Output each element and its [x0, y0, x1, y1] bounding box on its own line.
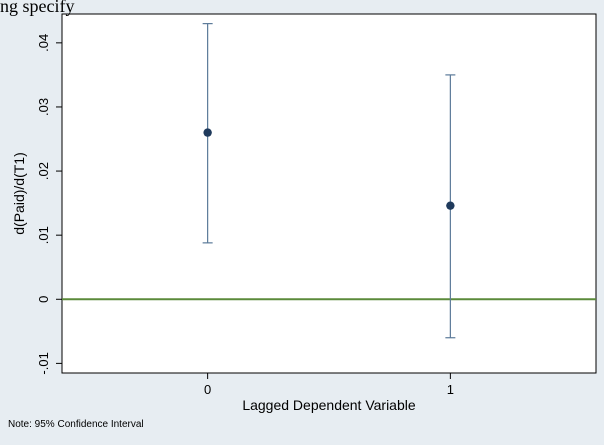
- y-tick-label-1: 0: [36, 296, 51, 303]
- cropped-caption-text: ng specify: [0, 0, 75, 16]
- plot-area: [61, 13, 597, 374]
- y-tick-label-0: -.01: [36, 352, 51, 374]
- point-estimate-1: [446, 201, 455, 210]
- chart-note: Note: 95% Confidence Interval: [8, 419, 144, 430]
- y-tick-label-4: .03: [36, 98, 51, 116]
- y-tick-label-2: .01: [36, 226, 51, 244]
- y-tick-label-3: .02: [36, 162, 51, 180]
- x-axis-label: Lagged Dependent Variable: [242, 397, 416, 413]
- x-tick-label-0: 0: [204, 382, 211, 397]
- y-tick-label-5: .04: [36, 34, 51, 52]
- point-estimate-0: [203, 128, 212, 137]
- chart-marks: -.01 0 .01 .02 .03 .04 0 1: [36, 23, 596, 397]
- x-tick-label-1: 1: [447, 382, 454, 397]
- y-axis-label: d(Paid)/d(T1): [11, 152, 27, 234]
